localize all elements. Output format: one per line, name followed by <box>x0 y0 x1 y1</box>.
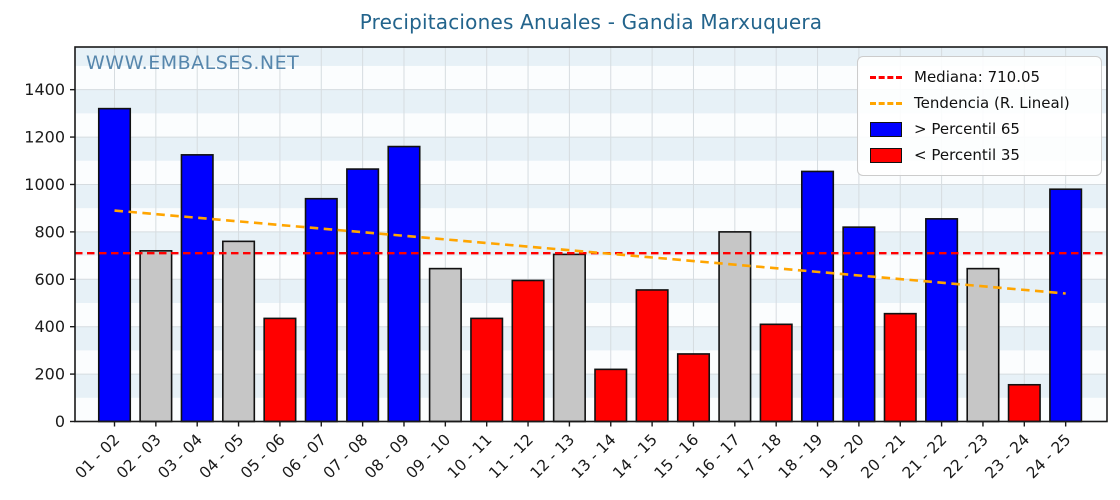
bar <box>1049 188 1083 423</box>
bar <box>800 170 835 423</box>
svg-text:800: 800 <box>34 222 65 241</box>
bar <box>966 267 1000 423</box>
bar <box>759 323 793 423</box>
legend-item-trend: Tendencia (R. Lineal) <box>870 92 1091 114</box>
bar <box>97 107 132 423</box>
red-bar-swatch <box>870 147 902 163</box>
legend-box: Mediana: 710.05 Tendencia (R. Lineal) > … <box>857 56 1102 176</box>
svg-text:15 - 16: 15 - 16 <box>651 431 703 483</box>
svg-text:14 - 15: 14 - 15 <box>609 431 661 483</box>
svg-text:0: 0 <box>55 412 65 431</box>
svg-text:12 - 13: 12 - 13 <box>527 431 579 483</box>
svg-text:1000: 1000 <box>24 175 65 194</box>
svg-text:05 - 06: 05 - 06 <box>237 431 289 483</box>
svg-text:01 - 02: 01 - 02 <box>72 431 124 483</box>
background-stripe <box>75 47 1107 66</box>
bars <box>97 107 1083 423</box>
bar <box>346 168 380 423</box>
bar <box>428 267 462 423</box>
svg-text:07 - 08: 07 - 08 <box>320 431 372 483</box>
median-dashed-line-swatch <box>870 75 902 79</box>
bar <box>511 279 545 423</box>
svg-text:23 - 24: 23 - 24 <box>982 431 1034 483</box>
bar <box>139 250 173 423</box>
svg-text:13 - 14: 13 - 14 <box>568 431 620 483</box>
svg-text:19 - 20: 19 - 20 <box>816 431 868 483</box>
trend-line <box>114 209 1066 295</box>
bar <box>222 240 256 423</box>
legend-label-median: Mediana: 710.05 <box>914 68 1041 86</box>
svg-text:08 - 09: 08 - 09 <box>361 431 413 483</box>
svg-text:1400: 1400 <box>24 80 65 99</box>
svg-text:18 - 19: 18 - 19 <box>775 431 827 483</box>
bar <box>552 253 586 423</box>
bar <box>1007 383 1041 423</box>
legend-label-above-p65: > Percentil 65 <box>914 120 1020 138</box>
trend-dashed-line-swatch <box>870 101 902 105</box>
bar <box>842 226 876 423</box>
bar <box>304 197 338 423</box>
svg-text:16 - 17: 16 - 17 <box>692 431 744 483</box>
chart-title: Precipitaciones Anuales - Gandia Marxuqu… <box>359 10 823 34</box>
bar <box>676 353 711 423</box>
watermark-embalses: WWW.EMBALSES.NET <box>86 52 300 74</box>
svg-text:06 - 07: 06 - 07 <box>279 431 331 483</box>
plot-frame <box>74 46 1108 423</box>
bar <box>925 218 959 423</box>
svg-text:20 - 21: 20 - 21 <box>858 431 910 483</box>
svg-text:09 - 10: 09 - 10 <box>403 431 455 483</box>
svg-text:1200: 1200 <box>24 128 65 147</box>
background-stripe <box>75 184 1107 209</box>
svg-text:02 - 03: 02 - 03 <box>113 431 165 483</box>
svg-text:24 - 25: 24 - 25 <box>1023 431 1075 483</box>
blue-bar-swatch <box>870 121 902 137</box>
svg-text:200: 200 <box>34 365 65 384</box>
bar <box>635 289 669 423</box>
svg-text:600: 600 <box>34 270 65 289</box>
svg-text:17 - 18: 17 - 18 <box>733 431 785 483</box>
legend-item-above-p65: > Percentil 65 <box>870 118 1091 140</box>
axis-ticks <box>70 88 1067 427</box>
bar <box>718 231 752 423</box>
background-stripe <box>75 89 1107 114</box>
background-stripe <box>75 137 1107 161</box>
y-tick-labels: 0 200 400 600 800 1000 1200 1400 <box>24 80 65 431</box>
legend-label-below-p35: < Percentil 35 <box>914 146 1020 164</box>
bar <box>883 312 917 423</box>
svg-text:11 - 12: 11 - 12 <box>485 431 537 483</box>
bar <box>180 154 214 423</box>
svg-text:400: 400 <box>34 317 65 336</box>
bar <box>263 317 297 423</box>
legend-item-below-p35: < Percentil 35 <box>870 144 1091 166</box>
legend-label-trend: Tendencia (R. Lineal) <box>914 94 1070 112</box>
bar <box>387 145 421 423</box>
legend-item-median: Mediana: 710.05 <box>870 66 1091 88</box>
svg-text:10 - 11: 10 - 11 <box>444 431 496 483</box>
svg-text:21 - 22: 21 - 22 <box>899 431 951 483</box>
bar <box>470 317 504 423</box>
svg-text:03 - 04: 03 - 04 <box>154 431 206 483</box>
svg-text:04 - 05: 04 - 05 <box>196 431 248 483</box>
bar <box>594 368 628 423</box>
svg-text:22 - 23: 22 - 23 <box>940 431 992 483</box>
